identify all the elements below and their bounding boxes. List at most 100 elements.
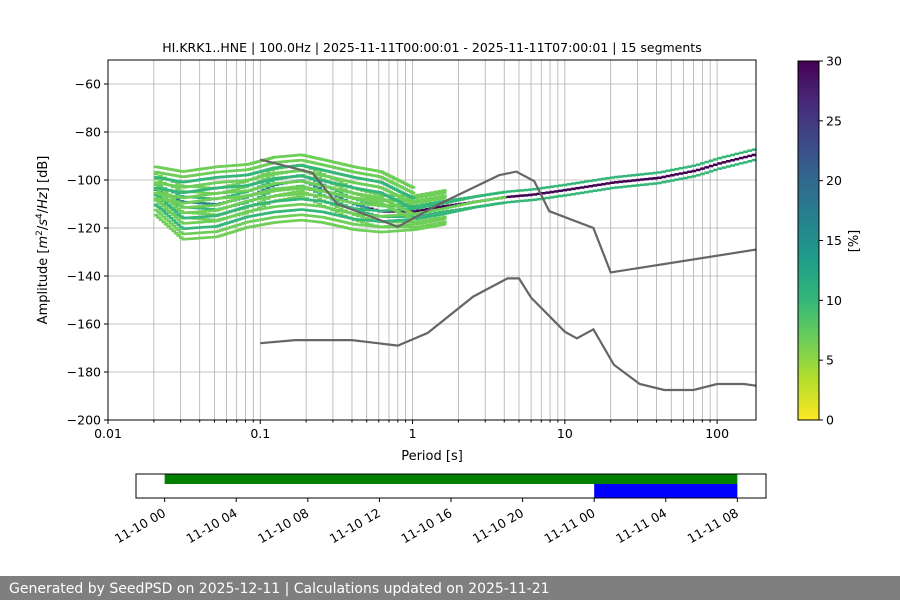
- heatmap-cell: [411, 194, 417, 197]
- heatmap-cell: [223, 227, 229, 230]
- heatmap-cell: [687, 165, 692, 168]
- heatmap-cell: [201, 204, 207, 208]
- heatmap-cell: [241, 222, 247, 225]
- heatmap-cell: [324, 206, 329, 209]
- heatmap-cell: [301, 203, 307, 206]
- heatmap-cell: [446, 209, 451, 213]
- heatmap-cell: [596, 188, 602, 192]
- heatmap-cell: [652, 182, 658, 185]
- heatmap-cell: [279, 199, 284, 202]
- heatmap-cell: [334, 200, 340, 203]
- heatmap-cell: [374, 198, 379, 202]
- heatmap-cell: [361, 224, 367, 227]
- heatmap-cell: [158, 208, 164, 211]
- heatmap-cell: [291, 193, 297, 196]
- heatmap-cell: [456, 204, 462, 207]
- heatmap-cell: [201, 210, 207, 213]
- heatmap-cell: [269, 211, 274, 214]
- heatmap-cell: [209, 218, 215, 221]
- heatmap-cell: [216, 208, 222, 212]
- heatmap-cell: [241, 206, 247, 209]
- heatmap-cell: [414, 212, 419, 215]
- heatmap-cell: [411, 220, 417, 224]
- heatmap-cell: [286, 220, 292, 223]
- psd-heatmap: [153, 148, 757, 241]
- heatmap-cell: [510, 200, 516, 203]
- heatmap-cell: [196, 191, 202, 194]
- heatmap-cell: [391, 219, 397, 222]
- heatmap-cell: [304, 219, 309, 222]
- heatmap-cell: [678, 177, 684, 181]
- heatmap-cell: [364, 197, 369, 201]
- heatmap-cell: [201, 191, 206, 194]
- heatmap-cell: [313, 190, 318, 193]
- heatmap-cell: [221, 201, 227, 205]
- heatmap-cell: [227, 184, 232, 187]
- heatmap-cell: [373, 192, 378, 196]
- heatmap-cell: [304, 203, 309, 206]
- heatmap-cell: [614, 175, 619, 179]
- heatmap-cell: [321, 221, 327, 224]
- heatmap-cell: [341, 199, 347, 203]
- heatmap-cell: [421, 216, 427, 219]
- heatmap-cell: [484, 198, 489, 202]
- heatmap-cell: [356, 204, 361, 207]
- heatmap-cell: [289, 203, 294, 207]
- heatmap-cell: [301, 208, 307, 211]
- heatmap-cell: [376, 209, 382, 212]
- heatmap-cell: [203, 231, 209, 234]
- heatmap-cell: [515, 194, 520, 198]
- heatmap-cell: [670, 179, 675, 182]
- heatmap-cell: [601, 188, 606, 191]
- heatmap-cell: [364, 195, 370, 199]
- heatmap-cell: [399, 220, 404, 224]
- heatmap-cell: [289, 198, 294, 202]
- heatmap-cell: [161, 210, 167, 213]
- heatmap-cell: [579, 181, 585, 184]
- heatmap-cell: [566, 193, 572, 197]
- timeline-tick-label: 11-10 04: [184, 505, 240, 546]
- heatmap-cell: [181, 227, 187, 230]
- heatmap-cell: [236, 202, 242, 205]
- heatmap-cell: [743, 150, 748, 153]
- heatmap-cell: [171, 224, 177, 227]
- heatmap-cell: [341, 220, 347, 224]
- timeline-tick-label: 11-10 08: [255, 505, 311, 546]
- heatmap-cell: [282, 192, 288, 195]
- heatmap-cell: [193, 205, 199, 208]
- heatmap-cell: [424, 221, 429, 224]
- heatmap-cell: [161, 215, 167, 218]
- heatmap-cell: [700, 172, 705, 176]
- heatmap-cell: [314, 199, 319, 202]
- heatmap-cell: [209, 202, 215, 206]
- heatmap-cell: [674, 173, 679, 176]
- heatmap-cell: [444, 201, 449, 204]
- heatmap-cell: [366, 208, 372, 212]
- heatmap-cell: [249, 209, 254, 213]
- colorbar-tick-label: 15: [826, 233, 842, 248]
- heatmap-cell: [306, 193, 312, 196]
- heatmap-cell: [153, 203, 159, 206]
- heatmap-cell: [364, 219, 369, 222]
- heatmap-cell: [336, 214, 342, 217]
- heatmap-cell: [231, 225, 237, 228]
- heatmap-cell: [451, 205, 457, 208]
- heatmap-cell: [271, 216, 277, 219]
- heatmap-cell: [216, 224, 222, 227]
- heatmap-cell: [228, 220, 234, 224]
- heatmap-cell: [314, 204, 319, 208]
- heatmap-cell: [381, 209, 387, 212]
- heatmap-cell: [289, 214, 294, 217]
- heatmap-cell: [274, 189, 279, 192]
- heatmap-cell: [153, 178, 159, 181]
- heatmap-cell: [338, 207, 344, 210]
- chart-title: HI.KRK1..HNE | 100.0Hz | 2025-11-11T00:0…: [162, 40, 701, 55]
- heatmap-cell: [306, 209, 312, 212]
- heatmap-cell: [499, 196, 504, 200]
- heatmap-cell: [622, 185, 628, 188]
- heatmap-cell: [439, 218, 444, 221]
- heatmap-cell: [360, 215, 365, 219]
- heatmap-cell: [431, 209, 437, 212]
- heatmap-cell: [506, 195, 512, 199]
- heatmap-cell: [221, 228, 227, 231]
